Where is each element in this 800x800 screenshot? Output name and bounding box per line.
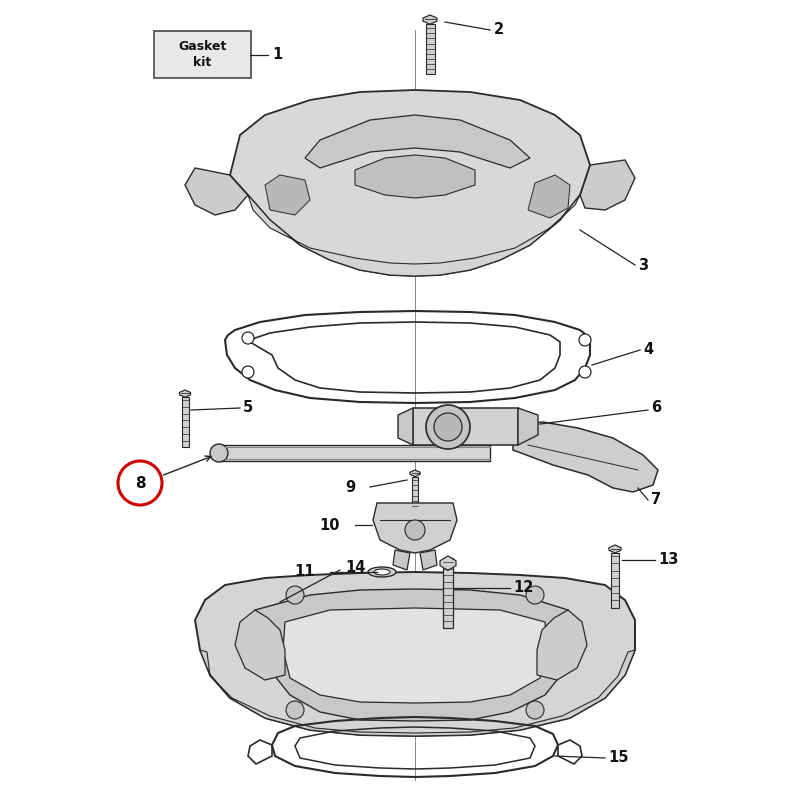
Text: 1: 1 [272,47,282,62]
Polygon shape [398,408,413,445]
Polygon shape [200,650,635,736]
Bar [611,553,619,608]
Circle shape [118,461,162,505]
Circle shape [579,366,591,378]
Circle shape [405,520,425,540]
Polygon shape [179,390,190,398]
Text: 5: 5 [243,401,254,415]
Text: 6: 6 [651,401,661,415]
Ellipse shape [210,444,228,462]
Text: 8: 8 [134,475,146,490]
Polygon shape [440,556,456,570]
Circle shape [426,405,470,449]
Text: 10: 10 [319,518,340,533]
Text: Gasket
kit: Gasket kit [178,39,226,70]
Text: 3: 3 [638,258,648,273]
Polygon shape [219,445,490,461]
Text: 12: 12 [513,581,534,595]
Polygon shape [580,160,635,210]
Ellipse shape [368,567,396,577]
Polygon shape [423,15,437,24]
Polygon shape [248,195,580,276]
FancyBboxPatch shape [154,31,251,78]
Polygon shape [283,608,548,703]
Polygon shape [528,175,570,218]
Bar [443,558,453,628]
Polygon shape [255,589,572,721]
Polygon shape [609,545,621,553]
Polygon shape [355,155,475,198]
Polygon shape [305,115,530,168]
Text: 11: 11 [294,565,315,579]
Polygon shape [373,503,457,553]
Polygon shape [537,610,587,680]
Text: 13: 13 [658,553,678,567]
Polygon shape [393,550,410,570]
Polygon shape [195,572,635,736]
Text: 7: 7 [651,493,661,507]
Text: 4: 4 [643,342,653,358]
Polygon shape [518,408,538,445]
Bar [182,398,189,447]
Circle shape [579,334,591,346]
Circle shape [286,586,304,604]
Text: 9: 9 [345,479,355,494]
Bar [426,24,434,74]
Polygon shape [513,422,658,492]
Polygon shape [230,90,590,276]
Polygon shape [235,610,285,680]
Polygon shape [413,408,518,445]
Text: 14: 14 [345,559,366,574]
Circle shape [286,701,304,719]
Ellipse shape [374,569,390,575]
Polygon shape [265,175,310,215]
Circle shape [242,332,254,344]
Circle shape [526,701,544,719]
Bar [412,477,418,512]
Circle shape [434,413,462,441]
Circle shape [242,366,254,378]
Polygon shape [420,550,437,570]
Text: 15: 15 [608,750,629,766]
Circle shape [526,586,544,604]
Text: 2: 2 [494,22,504,38]
Polygon shape [410,470,420,477]
Polygon shape [185,168,248,215]
